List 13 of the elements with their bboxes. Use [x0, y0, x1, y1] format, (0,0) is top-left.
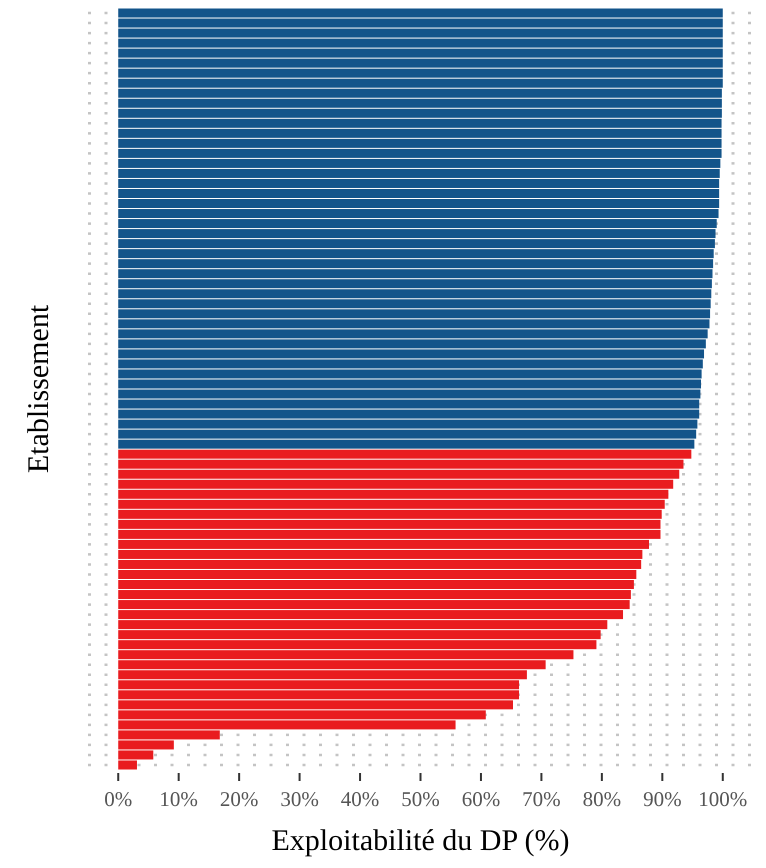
- x-tick-label: 80%: [582, 787, 622, 811]
- x-tick-label: 20%: [220, 787, 258, 811]
- x-tick-label: 100%: [698, 787, 748, 811]
- x-tick-label: 40%: [340, 787, 380, 811]
- x-tick-label: 60%: [462, 787, 500, 811]
- x-tick-label: 70%: [522, 787, 561, 811]
- x-tick-label: 50%: [401, 787, 440, 811]
- y-axis-title: Etablissement: [22, 304, 55, 474]
- x-tick-label: 0%: [104, 787, 132, 811]
- x-axis-title: Exploitabilité du DP (%): [271, 824, 570, 857]
- x-tick-label: 10%: [159, 787, 198, 811]
- x-tick-label: 30%: [280, 787, 319, 811]
- x-tick-label: 90%: [643, 787, 682, 811]
